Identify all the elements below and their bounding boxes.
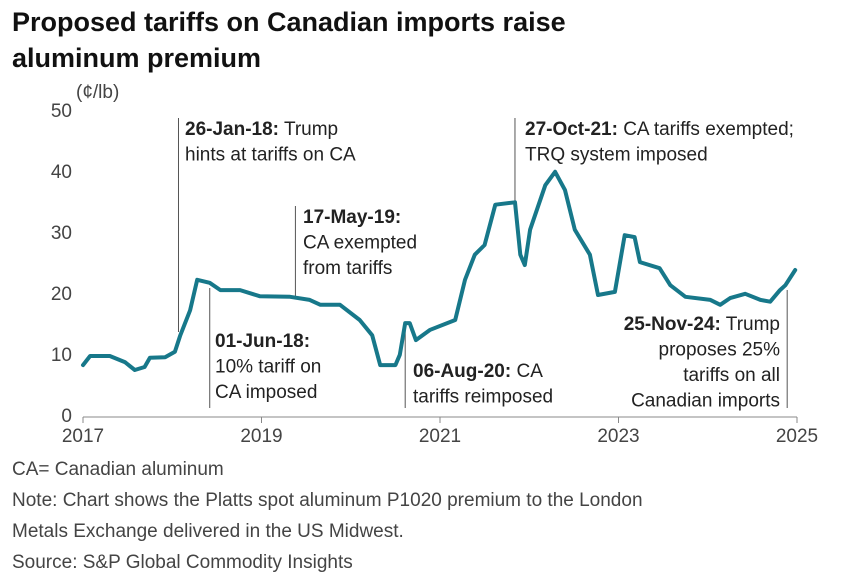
annotation-line-text: Trump <box>284 119 338 140</box>
annotation-text: 06-Aug-20: CA <box>413 361 543 382</box>
annotation-date: 26-Jan-18: <box>185 119 279 140</box>
annotation-text: Canadian imports <box>631 391 780 412</box>
annotation-line-text: from tariffs <box>303 258 392 279</box>
footnote: CA= Canadian aluminum <box>12 459 224 480</box>
footnote: Note: Chart shows the Platts spot alumin… <box>12 490 643 511</box>
annotation-text: 17-May-19: <box>303 207 401 228</box>
y-tick-label: 20 <box>51 284 72 305</box>
annotation-line-text: Canadian imports <box>631 391 780 412</box>
y-tick-label: 10 <box>51 345 72 366</box>
annotation-text: TRQ system imposed <box>525 145 708 166</box>
x-tick-label: 2025 <box>776 426 818 447</box>
y-tick-label: 50 <box>51 101 72 122</box>
x-tick-label: 2021 <box>419 426 461 447</box>
annotation-line-text: 10% tariff on <box>215 357 321 378</box>
annotation-line-text: hints at tariffs on CA <box>185 145 356 166</box>
annotation-line-text: tariffs on all <box>683 365 780 386</box>
annotation-date: 25-Nov-24: <box>624 314 721 335</box>
annotation-line-text: tariffs reimposed <box>413 387 553 408</box>
annotation-line-text: CA tariffs exempted; <box>623 119 794 140</box>
annotation-line-text: Trump <box>726 314 780 335</box>
footnote: Metals Exchange delivered in the US Midw… <box>12 521 404 542</box>
chart-title: Proposed tariffs on Canadian imports rai… <box>12 7 566 37</box>
annotation-text: 01-Jun-18: <box>215 331 310 352</box>
annotation-date: 27-Oct-21: <box>525 119 618 140</box>
y-axis-label: (¢/lb) <box>76 82 119 103</box>
annotation-text: 26-Jan-18: Trump <box>185 119 338 140</box>
annotation-text: hints at tariffs on CA <box>185 145 356 166</box>
chart-title: aluminum premium <box>12 43 261 73</box>
annotation-date: 17-May-19: <box>303 207 401 228</box>
y-tick-label: 0 <box>61 406 72 427</box>
annotation-line-text: CA imposed <box>215 382 317 403</box>
annotation-text: proposes 25% <box>659 340 781 361</box>
annotation-line-text: CA exempted <box>303 233 417 254</box>
annotation-line-text: CA <box>516 361 543 382</box>
footnote: Source: S&P Global Commodity Insights <box>12 552 353 573</box>
annotation-text: 25-Nov-24: Trump <box>624 314 780 335</box>
x-tick-label: 2017 <box>62 426 104 447</box>
annotation-line-text: proposes 25% <box>659 340 781 361</box>
annotation-date: 01-Jun-18: <box>215 331 310 352</box>
annotation-text: 10% tariff on <box>215 357 321 378</box>
annotation-text: CA imposed <box>215 382 317 403</box>
x-tick-label: 2019 <box>240 426 282 447</box>
annotation-text: tariffs on all <box>683 365 780 386</box>
y-tick-label: 30 <box>51 223 72 244</box>
data-line <box>81 169 798 372</box>
x-tick-label: 2023 <box>597 426 639 447</box>
annotation-line-text: TRQ system imposed <box>525 145 708 166</box>
annotation-date: 06-Aug-20: <box>413 361 511 382</box>
annotation-text: tariffs reimposed <box>413 387 553 408</box>
annotation-text: from tariffs <box>303 258 392 279</box>
annotation-text: 27-Oct-21: CA tariffs exempted; <box>525 119 794 140</box>
annotation-text: CA exempted <box>303 233 417 254</box>
y-tick-label: 40 <box>51 162 72 183</box>
